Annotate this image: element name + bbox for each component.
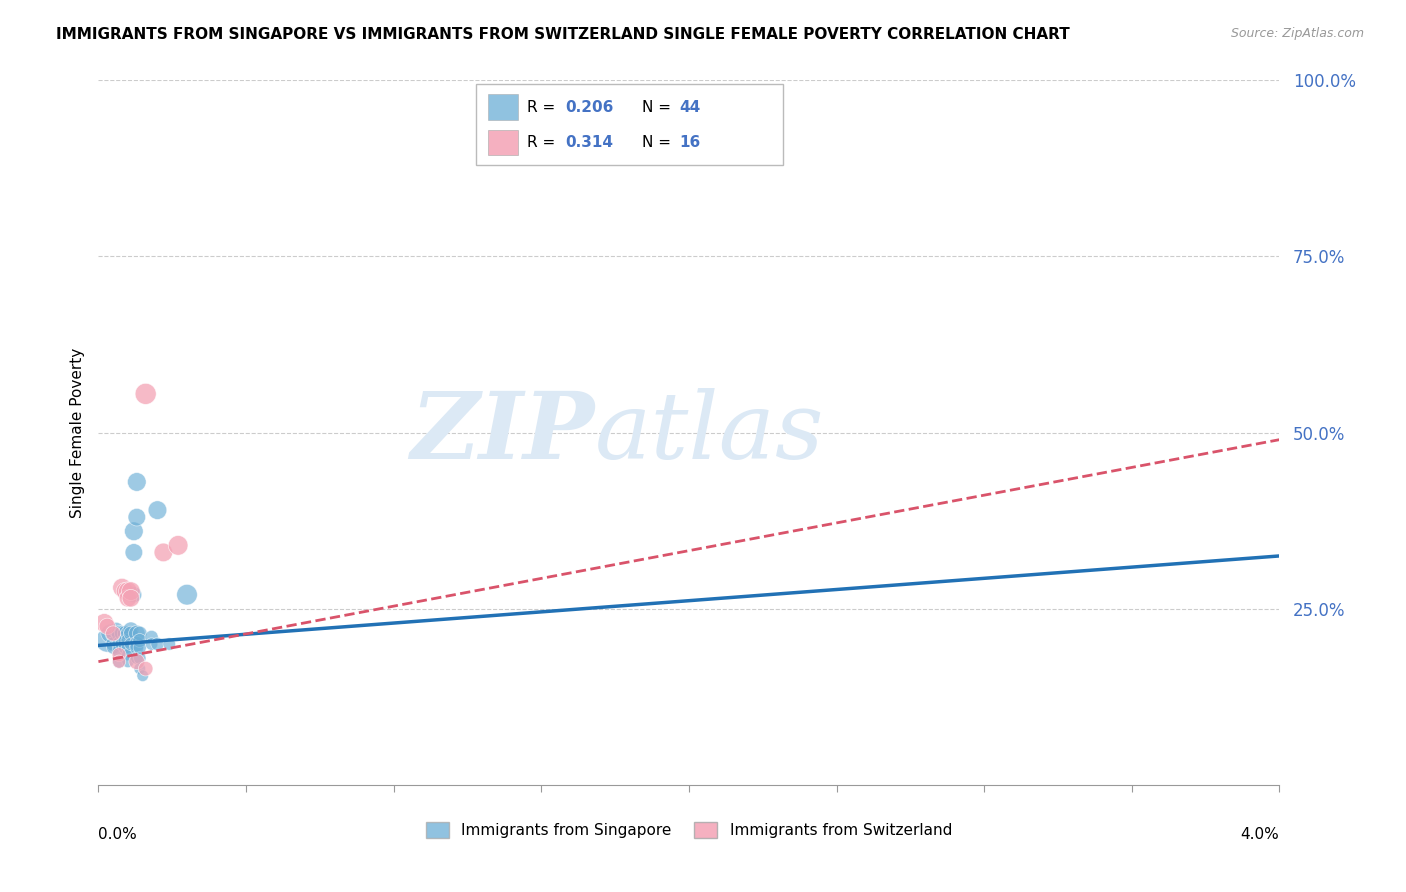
- Point: [122, 524, 145, 539]
- Point: [108, 644, 131, 658]
- Point: [93, 615, 115, 630]
- Point: [98, 626, 121, 640]
- Point: [108, 655, 131, 669]
- Point: [176, 588, 198, 602]
- Point: [128, 633, 150, 648]
- Point: [117, 648, 139, 662]
- Text: 44: 44: [679, 100, 700, 114]
- Text: R =: R =: [527, 100, 555, 114]
- Point: [117, 591, 139, 606]
- Point: [120, 637, 142, 651]
- Point: [122, 545, 145, 559]
- Text: R =: R =: [527, 135, 555, 150]
- Point: [125, 637, 148, 651]
- Text: Source: ZipAtlas.com: Source: ZipAtlas.com: [1230, 27, 1364, 40]
- Point: [108, 637, 131, 651]
- Point: [167, 538, 190, 552]
- FancyBboxPatch shape: [477, 84, 783, 165]
- Text: IMMIGRANTS FROM SINGAPORE VS IMMIGRANTS FROM SWITZERLAND SINGLE FEMALE POVERTY C: IMMIGRANTS FROM SINGAPORE VS IMMIGRANTS …: [56, 27, 1070, 42]
- Point: [117, 655, 139, 669]
- Point: [146, 503, 169, 517]
- Point: [114, 633, 136, 648]
- Point: [157, 637, 180, 651]
- Point: [128, 651, 150, 665]
- Point: [146, 637, 169, 651]
- Y-axis label: Single Female Poverty: Single Female Poverty: [69, 348, 84, 517]
- Text: 4.0%: 4.0%: [1240, 827, 1279, 842]
- Point: [125, 510, 148, 524]
- Point: [120, 591, 142, 606]
- Point: [132, 669, 155, 683]
- Point: [96, 619, 118, 633]
- Point: [122, 588, 145, 602]
- Point: [141, 630, 163, 644]
- Text: 0.0%: 0.0%: [98, 827, 138, 842]
- Point: [117, 584, 139, 599]
- Point: [152, 545, 174, 559]
- Text: N =: N =: [641, 100, 671, 114]
- Point: [105, 623, 128, 637]
- Point: [111, 581, 134, 595]
- Point: [135, 387, 157, 401]
- Point: [108, 648, 131, 662]
- Point: [114, 584, 136, 599]
- Text: ZIP: ZIP: [411, 388, 595, 477]
- Point: [96, 633, 118, 648]
- Point: [117, 640, 139, 655]
- Point: [120, 584, 142, 599]
- Point: [135, 662, 157, 676]
- Legend: Immigrants from Singapore, Immigrants from Switzerland: Immigrants from Singapore, Immigrants fr…: [420, 816, 957, 844]
- FancyBboxPatch shape: [488, 95, 517, 120]
- Point: [114, 640, 136, 655]
- Point: [103, 626, 125, 640]
- Point: [117, 633, 139, 648]
- Point: [120, 626, 142, 640]
- Point: [125, 626, 148, 640]
- Point: [111, 637, 134, 651]
- Point: [103, 637, 125, 651]
- Point: [120, 623, 142, 637]
- Text: 0.314: 0.314: [565, 135, 613, 150]
- Point: [114, 626, 136, 640]
- Text: N =: N =: [641, 135, 671, 150]
- Point: [141, 637, 163, 651]
- Point: [111, 626, 134, 640]
- Point: [125, 651, 148, 665]
- Point: [103, 626, 125, 640]
- Point: [125, 640, 148, 655]
- Text: atlas: atlas: [595, 388, 824, 477]
- Text: 16: 16: [679, 135, 700, 150]
- Point: [103, 640, 125, 655]
- Text: 0.206: 0.206: [565, 100, 613, 114]
- Point: [125, 655, 148, 669]
- Point: [128, 662, 150, 676]
- FancyBboxPatch shape: [488, 129, 517, 155]
- Point: [117, 626, 139, 640]
- Point: [128, 640, 150, 655]
- Point: [128, 626, 150, 640]
- Point: [125, 475, 148, 489]
- Point: [108, 626, 131, 640]
- Point: [108, 655, 131, 669]
